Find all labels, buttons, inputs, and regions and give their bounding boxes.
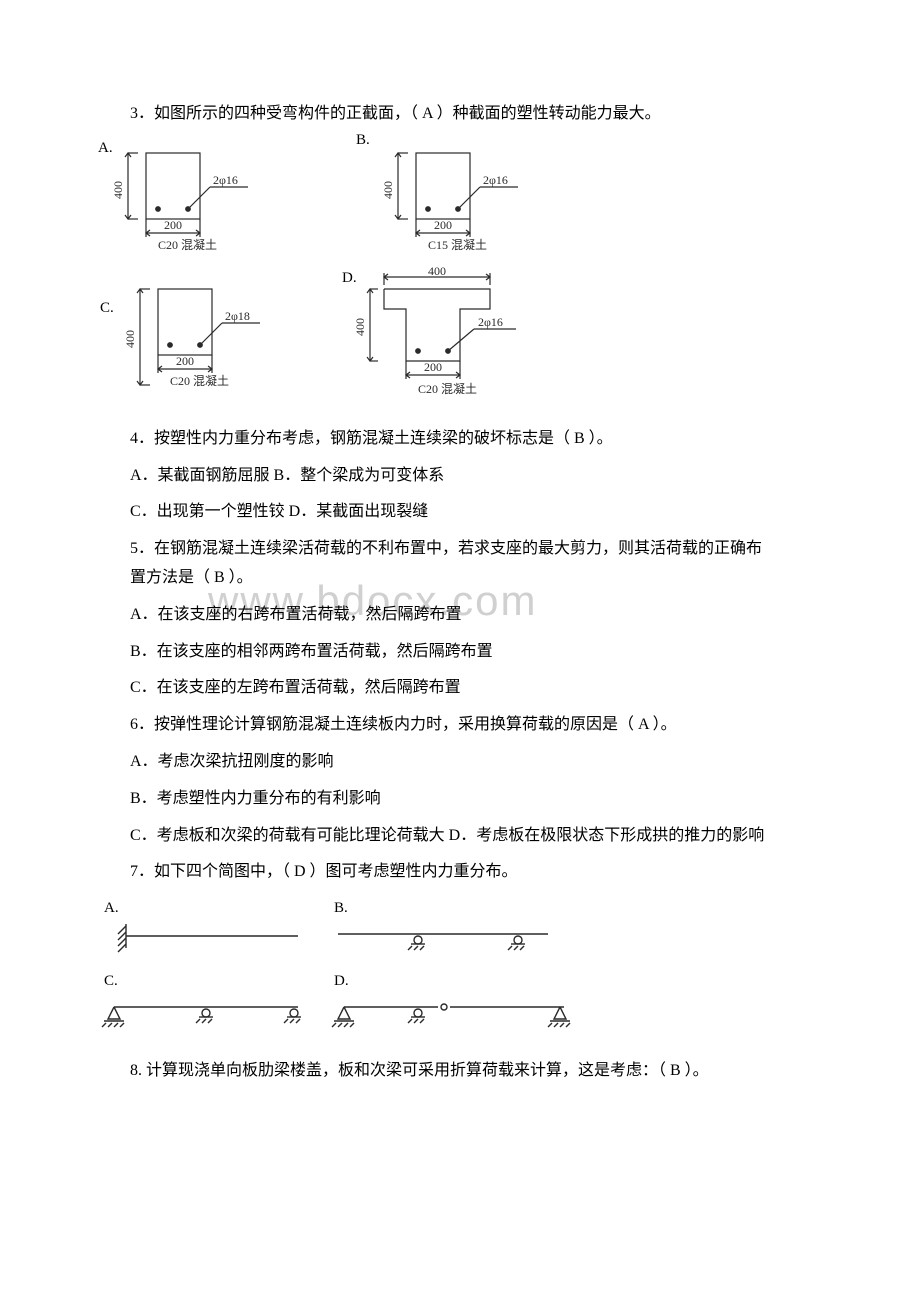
rebar-d: 2φ16 xyxy=(478,315,503,329)
concrete-b: C15 混凝土 xyxy=(428,237,487,252)
q7-text: 7．如下四个简图中，（ D ）图可考虑塑性内力重分布。 xyxy=(98,858,822,887)
q7-label-d: D. xyxy=(334,968,578,995)
rebar-c: 2φ18 xyxy=(225,309,250,323)
dim-d-w: 200 xyxy=(424,360,442,374)
q4-opt-cd: C．出现第一个塑性铰 D．某截面出现裂缝 xyxy=(98,498,822,527)
q5-cont: 置方法是（ B ）。 xyxy=(98,564,822,593)
q5-text: 5．在钢筋混凝土连续梁活荷载的不利布置中，若求支座的最大剪力，则其活荷载的正确布 xyxy=(98,535,822,564)
q8-text: 8. 计算现浇单向板肋梁楼盖，板和次梁可采用折算荷载来计算，这是考虑：（ B ）… xyxy=(98,1057,822,1086)
q4-text: 4．按塑性内力重分布考虑，钢筋混凝土连续梁的破坏标志是（ B ）。 xyxy=(98,425,822,454)
diag-label-b: B. xyxy=(356,127,370,154)
dim-b-h: 400 xyxy=(381,181,395,199)
q3-diagram-d: D. xyxy=(348,267,558,407)
concrete-c: C20 混凝土 xyxy=(170,373,229,388)
diag-label-a: A. xyxy=(98,135,113,162)
dim-c-h: 400 xyxy=(123,330,137,348)
q4-opt-ab: A．某截面钢筋屈服 B．整个梁成为可变体系 xyxy=(98,462,822,491)
q5-opt-c: C．在该支座的左跨布置活荷载，然后隔跨布置 xyxy=(98,674,822,703)
q7-diag-c: C. xyxy=(98,968,318,1039)
q6-text: 6．按弹性理论计算钢筋混凝土连续板内力时，采用换算荷载的原因是（ A ）。 xyxy=(98,711,822,740)
q7-diag-a: A. xyxy=(98,895,318,962)
q3-diagram-b: B. xyxy=(368,137,538,257)
q7-diag-d: D. xyxy=(328,968,578,1039)
dim-a-h: 400 xyxy=(111,181,125,199)
q6-opt-cd: C．考虑板和次梁的荷载有可能比理论荷载大 D．考虑板在极限状态下形成拱的推力的影… xyxy=(98,822,822,851)
q7-label-a: A. xyxy=(104,895,318,922)
rebar-a: 2φ16 xyxy=(213,173,238,187)
concrete-d: C20 混凝土 xyxy=(418,381,477,396)
diag-label-d: D. xyxy=(342,265,357,292)
q6-opt-a: A．考虑次梁抗扭刚度的影响 xyxy=(98,748,822,777)
q7-label-b: B. xyxy=(334,895,558,922)
rebar-b: 2φ16 xyxy=(483,173,508,187)
dim-c-w: 200 xyxy=(176,354,194,368)
diag-label-c: C. xyxy=(100,295,114,322)
q3-text: 3．如图所示的四种受弯构件的正截面，（ A ）种截面的塑性转动能力最大。 xyxy=(98,100,822,129)
concrete-a: C20 混凝土 xyxy=(158,237,217,252)
q3-diagram-c: C. xyxy=(98,267,288,407)
q3-diagram-a: A. xyxy=(98,137,268,257)
q3-diagrams: A. xyxy=(98,137,822,407)
dim-d-h: 400 xyxy=(353,318,367,336)
q5-opt-a: A．在该支座的右跨布置活荷载，然后隔跨布置 xyxy=(98,601,822,630)
q5-opt-b: B．在该支座的相邻两跨布置活荷载，然后隔跨布置 xyxy=(98,638,822,667)
q7-diag-b: B. xyxy=(328,895,558,962)
dim-b-w: 200 xyxy=(434,218,452,232)
dim-a-w: 200 xyxy=(164,218,182,232)
dim-d-topw: 400 xyxy=(428,267,446,278)
q7-label-c: C. xyxy=(104,968,318,995)
q7-diagrams: A. B. xyxy=(98,895,822,1039)
q6-opt-b: B．考虑塑性内力重分布的有利影响 xyxy=(98,785,822,814)
